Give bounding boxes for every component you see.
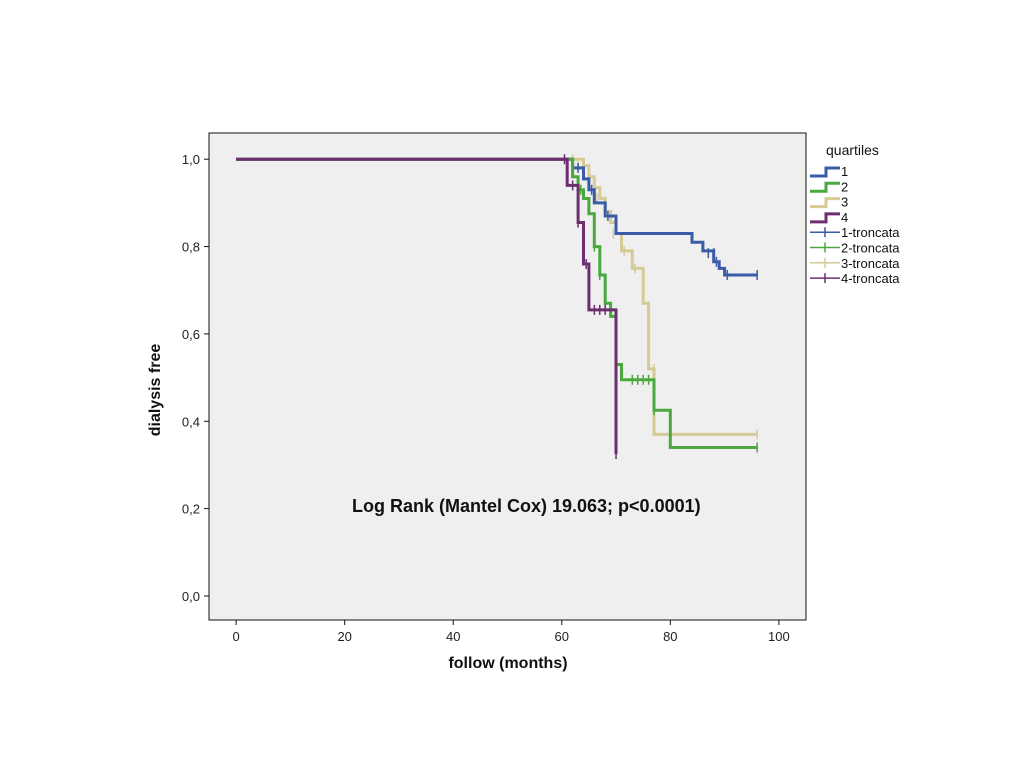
x-tick-label: 100 bbox=[768, 629, 790, 644]
series-4-line bbox=[236, 157, 618, 454]
y-tick-label: 0,0 bbox=[182, 589, 200, 604]
legend: quartiles 12341-troncata2-troncata3-tron… bbox=[810, 142, 900, 286]
legend-swatch-1 bbox=[810, 166, 840, 178]
legend-label: 1-troncata bbox=[841, 225, 900, 240]
y-tick-label: 0,8 bbox=[182, 240, 200, 255]
legend-label: 2-troncata bbox=[841, 241, 900, 256]
y-tick-label: 0,2 bbox=[182, 502, 200, 517]
series-layer bbox=[236, 154, 758, 460]
legend-swatch-3 bbox=[810, 197, 840, 209]
legend-label: 4 bbox=[841, 210, 848, 225]
series-1-line bbox=[236, 157, 758, 277]
x-tick-label: 80 bbox=[663, 629, 677, 644]
legend-label: 3-troncata bbox=[841, 256, 900, 271]
annotation-log-rank: Log Rank (Mantel Cox) 19.063; p<0.0001) bbox=[352, 496, 701, 516]
legend-label: 4-troncata bbox=[841, 271, 900, 286]
plot-area bbox=[208, 132, 807, 621]
x-tick-label: 0 bbox=[233, 629, 240, 644]
x-axis-title: follow (months) bbox=[448, 655, 567, 672]
legend-label: 3 bbox=[841, 195, 848, 210]
legend-title: quartiles bbox=[826, 142, 879, 158]
legend-swatch-4 bbox=[810, 212, 840, 224]
y-tick-label: 0,4 bbox=[182, 414, 200, 429]
legend-swatch-2 bbox=[810, 181, 840, 193]
x-tick-label: 40 bbox=[446, 629, 460, 644]
x-tick-label: 60 bbox=[555, 629, 569, 644]
axis-layer: 0 20 40 60 80 100 0,0 0,2 0,4 0,6 0,8 1,0 bbox=[182, 152, 790, 644]
y-tick-label: 0,6 bbox=[182, 327, 200, 342]
x-tick-label: 20 bbox=[337, 629, 351, 644]
series-3-line bbox=[236, 157, 758, 436]
legend-label: 2 bbox=[841, 179, 848, 194]
y-tick-label: 1,0 bbox=[182, 152, 200, 167]
y-axis-title: dialysis free bbox=[147, 344, 164, 437]
legend-label: 1 bbox=[841, 164, 848, 179]
